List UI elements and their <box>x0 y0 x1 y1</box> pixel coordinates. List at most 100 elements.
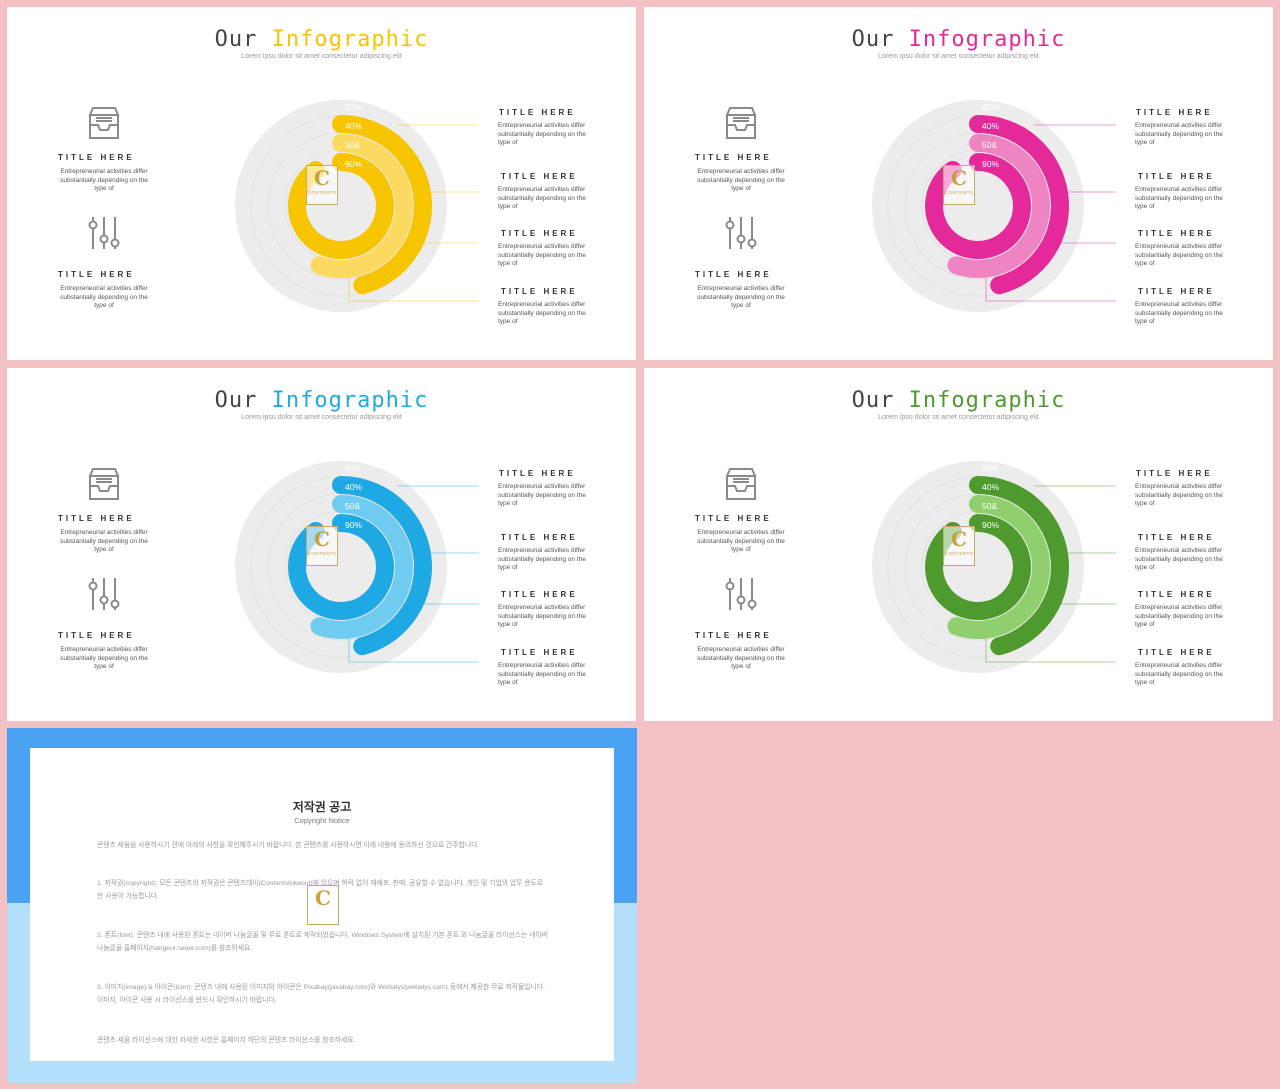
ring-label: 80% <box>982 463 999 473</box>
inbox-tray-icon <box>724 105 758 146</box>
slide-pink: Our Infographic Lorem ipsu dolor sit amet… <box>644 7 1273 360</box>
slide-subtitle: Lorem ipsu dolor sit amet consectetur ad… <box>878 53 1039 60</box>
right-item-body: Entrepreneurial activities differ substa… <box>1135 604 1223 628</box>
left-item-title: TITLE HERE <box>58 153 135 162</box>
logo-letter: C <box>315 886 331 910</box>
right-item-body: Entrepreneurial activities differ substa… <box>498 547 586 571</box>
ring-label: 40% <box>982 121 999 131</box>
slide-title: Our Infographic <box>644 388 1273 413</box>
slide-title: Our Infographic <box>7 27 636 52</box>
right-item-body: Entrepreneurial activities differ substa… <box>1135 547 1223 571</box>
logo-text: CONTENTS <box>944 190 974 195</box>
right-item-title: TITLE HERE <box>1138 287 1215 296</box>
left-item-body: Entrepreneurial activities differ substa… <box>60 646 148 670</box>
title-prefix: Our <box>851 27 895 52</box>
right-item-title: TITLE HERE <box>499 469 576 478</box>
logo: C CONTENTS <box>943 165 975 205</box>
left-item-title: TITLE HERE <box>58 631 135 640</box>
left-item-body: Entrepreneurial activities differ substa… <box>697 529 785 553</box>
copyright-notice-slide: 저작권 공고 Copyright Notice 콘텐츠 세움을 사용하시기 전에… <box>7 728 637 1083</box>
ring-arc-outer <box>969 115 1069 295</box>
left-item-title: TITLE HERE <box>695 270 772 279</box>
slide-subtitle: Lorem ipsu dolor sit amet consectetur ad… <box>878 414 1039 421</box>
logo: C CONTENTS <box>306 526 338 566</box>
slide-title: Our Infographic <box>7 388 636 413</box>
ring-arc-inner <box>288 514 394 620</box>
right-item-body: Entrepreneurial activities differ substa… <box>1135 122 1223 146</box>
ring-label: 40% <box>345 482 362 492</box>
ring-label: 90% <box>345 159 362 169</box>
radial-chart: 80% 40% 50&90% <box>235 461 479 673</box>
right-item-title: TITLE HERE <box>501 533 578 542</box>
notice-paragraph: 3. 이미지(image) & 아이콘(icon): 콘텐츠 내에 사용된 이미… <box>97 984 545 1004</box>
right-item-title: TITLE HERE <box>1138 590 1215 599</box>
slide-yellow: Our Infographic Lorem ipsu dolor sit amet… <box>7 7 636 360</box>
right-item-body: Entrepreneurial activities differ substa… <box>1135 186 1223 210</box>
ring-arc-middle <box>947 495 1050 639</box>
notice-subtitle: Copyright Notice <box>294 816 350 825</box>
ring-label: 50& <box>982 501 997 511</box>
ring-arc-middle <box>310 134 413 278</box>
ring-arc-outer <box>332 476 432 656</box>
ring-label: 90% <box>982 159 999 169</box>
notice-paragraph: 2. 폰트(font): 콘텐츠 내에 사용된 폰트는 네이버 나눔글꼴 및 무… <box>97 932 548 952</box>
logo-text: CONTENTS <box>307 190 337 195</box>
left-item-body: Entrepreneurial activities differ substa… <box>697 646 785 670</box>
title-prefix: Our <box>851 388 895 413</box>
sliders-icon <box>87 215 121 256</box>
left-item-title: TITLE HERE <box>58 514 135 523</box>
ring-arc-inner <box>925 514 1031 620</box>
notice-title: 저작권 공고 <box>292 800 352 814</box>
logo-text: CONTENTS <box>944 551 974 556</box>
title-accent: Infographic <box>271 388 429 413</box>
ring-label: 80% <box>982 102 999 112</box>
right-item-body: Entrepreneurial activities differ substa… <box>1135 243 1223 267</box>
logo-text: CONTENTS <box>307 551 337 556</box>
sliders-icon <box>724 576 758 617</box>
slide-subtitle: Lorem ipsu dolor sit amet consectetur ad… <box>241 414 402 421</box>
inbox-tray-icon <box>87 466 121 507</box>
logo: C CONTENTS <box>306 165 338 205</box>
notice-paragraph: 1. 저작권(copyright): 모든 콘텐츠의 저작권은 콘텐츠데이(Co… <box>97 880 544 900</box>
left-item-body: Entrepreneurial activities differ substa… <box>697 168 785 192</box>
right-item-title: TITLE HERE <box>1138 648 1215 657</box>
title-prefix: Our <box>214 27 258 52</box>
right-item-title: TITLE HERE <box>501 648 578 657</box>
title-prefix: Our <box>214 388 258 413</box>
logo: C <box>307 885 339 925</box>
ring-label: 40% <box>982 482 999 492</box>
right-item-body: Entrepreneurial activities differ substa… <box>498 243 586 267</box>
right-item-title: TITLE HERE <box>501 172 578 181</box>
ring-arc-inner <box>288 153 394 259</box>
slide-green: Our Infographic Lorem ipsu dolor sit amet… <box>644 368 1273 721</box>
ring-label: 50& <box>345 140 360 150</box>
left-item-body: Entrepreneurial activities differ substa… <box>697 285 785 309</box>
right-item-body: Entrepreneurial activities differ substa… <box>1135 301 1223 325</box>
right-item-body: Entrepreneurial activities differ substa… <box>498 483 586 507</box>
right-item-body: Entrepreneurial activities differ substa… <box>498 186 586 210</box>
title-accent: Infographic <box>908 27 1066 52</box>
left-item-body: Entrepreneurial activities differ substa… <box>60 285 148 309</box>
ring-arc-middle <box>310 495 413 639</box>
right-item-title: TITLE HERE <box>501 287 578 296</box>
ring-label: 80% <box>345 102 362 112</box>
title-accent: Infographic <box>908 388 1066 413</box>
ring-arc-middle <box>947 134 1050 278</box>
left-item-title: TITLE HERE <box>695 631 772 640</box>
radial-chart: 80% 40% 50&90% <box>872 100 1116 312</box>
ring-label: 80% <box>345 463 362 473</box>
ring-label: 90% <box>345 520 362 530</box>
left-item-body: Entrepreneurial activities differ substa… <box>60 529 148 553</box>
logo-letter: C <box>314 166 330 190</box>
ring-label: 50& <box>982 140 997 150</box>
right-item-body: Entrepreneurial activities differ substa… <box>498 662 586 686</box>
left-item-title: TITLE HERE <box>58 270 135 279</box>
logo-letter: C <box>951 527 967 551</box>
notice-card: 저작권 공고 Copyright Notice 콘텐츠 세움을 사용하시기 전에… <box>30 748 614 1061</box>
notice-paragraph: 콘텐츠 세움 라이선스에 대한 자세한 사항은 홈페이지 하단의 콘텐츠 라이선… <box>97 1037 356 1044</box>
slide-subtitle: Lorem ipsu dolor sit amet consectetur ad… <box>241 53 402 60</box>
right-item-body: Entrepreneurial activities differ substa… <box>498 122 586 146</box>
radial-chart: 80% 40% 50&90% <box>872 461 1116 673</box>
ring-label: 40% <box>345 121 362 131</box>
right-item-title: TITLE HERE <box>501 229 578 238</box>
